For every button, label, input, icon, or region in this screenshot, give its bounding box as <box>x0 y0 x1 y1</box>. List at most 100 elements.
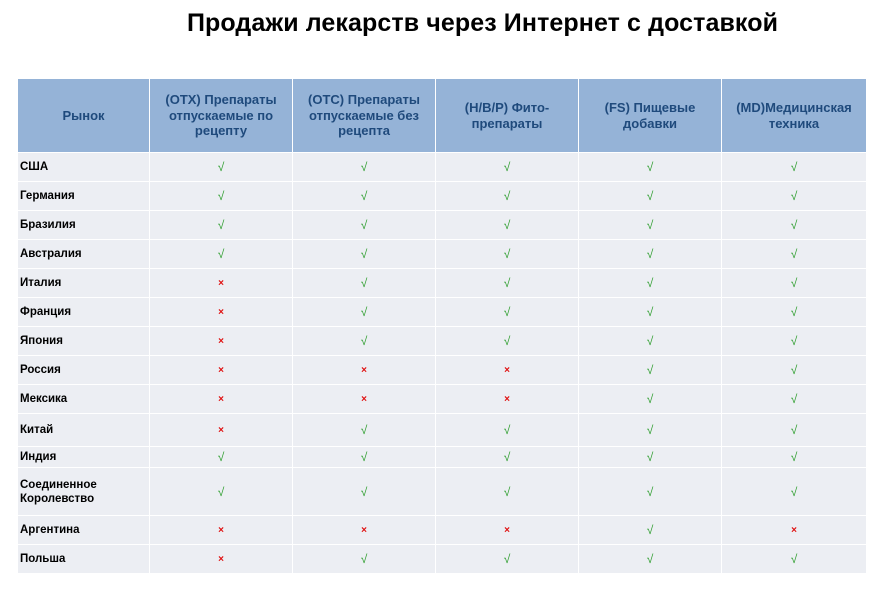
table-row: Италия × √ √ √ √ <box>18 268 866 297</box>
mark-cell: √ <box>150 152 293 181</box>
mark-cell: × <box>293 384 436 413</box>
table-row: Бразилия √ √ √ √ √ <box>18 210 866 239</box>
check-icon: √ <box>360 484 368 499</box>
check-icon: √ <box>360 189 368 203</box>
table-row: Китай × √ √ √ √ <box>18 413 866 446</box>
column-header-market: Рынок <box>18 79 150 152</box>
check-icon: √ <box>790 160 798 174</box>
check-icon: √ <box>646 247 654 261</box>
check-icon: √ <box>217 160 225 174</box>
cross-icon: × <box>361 525 367 536</box>
mark-cell: √ <box>579 413 722 446</box>
mark-cell: √ <box>293 297 436 326</box>
table-header-row: Рынок (OTX) Препараты отпускаемые по рец… <box>18 79 866 152</box>
mark-cell: √ <box>579 268 722 297</box>
table-row: Франция × √ √ √ √ <box>18 297 866 326</box>
mark-cell: √ <box>150 446 293 467</box>
check-icon: √ <box>790 423 798 437</box>
mark-cell: √ <box>579 210 722 239</box>
mark-cell: √ <box>150 239 293 268</box>
mark-cell: √ <box>150 210 293 239</box>
check-icon: √ <box>360 247 368 261</box>
mark-cell: √ <box>436 413 579 446</box>
mark-cell: √ <box>579 355 722 384</box>
mark-cell: √ <box>722 413 866 446</box>
check-icon: √ <box>217 484 225 499</box>
check-icon: √ <box>646 523 654 537</box>
cross-icon: × <box>504 365 510 376</box>
cross-icon: × <box>218 554 224 565</box>
cross-icon: × <box>504 394 510 405</box>
column-header-otx: (OTX) Препараты отпускаемые по рецепту <box>150 79 293 152</box>
page-title: Продажи лекарств через Интернет с достав… <box>186 9 779 37</box>
table-row: Германия √ √ √ √ √ <box>18 181 866 210</box>
table-row: Австралия √ √ √ √ √ <box>18 239 866 268</box>
cross-icon: × <box>218 336 224 347</box>
mark-cell: √ <box>722 181 866 210</box>
check-icon: √ <box>790 484 798 499</box>
mark-cell: √ <box>722 544 866 573</box>
mark-cell: √ <box>436 467 579 515</box>
country-cell: Аргентина <box>18 515 150 544</box>
mark-cell: √ <box>436 152 579 181</box>
mark-cell: √ <box>436 210 579 239</box>
table-row: США √ √ √ √ √ <box>18 152 866 181</box>
cross-icon: × <box>361 365 367 376</box>
country-cell: США <box>18 152 150 181</box>
table-row: Мексика × × × √ √ <box>18 384 866 413</box>
table-row: Польша × √ √ √ √ <box>18 544 866 573</box>
check-icon: √ <box>646 276 654 290</box>
check-icon: √ <box>646 450 654 464</box>
check-icon: √ <box>360 276 368 290</box>
mark-cell: √ <box>579 152 722 181</box>
column-header-md: (MD)Медицинская техника <box>722 79 866 152</box>
check-icon: √ <box>790 218 798 232</box>
mark-cell: √ <box>722 326 866 355</box>
mark-cell: √ <box>436 326 579 355</box>
check-icon: √ <box>360 305 368 319</box>
cross-icon: × <box>218 365 224 376</box>
check-icon: √ <box>503 305 511 319</box>
check-icon: √ <box>360 450 368 464</box>
mark-cell: √ <box>436 268 579 297</box>
mark-cell: √ <box>579 515 722 544</box>
check-icon: √ <box>646 392 654 406</box>
cross-icon: × <box>361 394 367 405</box>
availability-table: Рынок (OTX) Препараты отпускаемые по рец… <box>18 79 866 573</box>
check-icon: √ <box>646 484 654 499</box>
mark-cell: √ <box>293 152 436 181</box>
cross-icon: × <box>218 394 224 405</box>
check-icon: √ <box>790 552 798 566</box>
mark-cell: √ <box>293 326 436 355</box>
mark-cell: √ <box>579 181 722 210</box>
mark-cell: √ <box>436 239 579 268</box>
mark-cell: √ <box>293 467 436 515</box>
mark-cell: √ <box>436 181 579 210</box>
mark-cell: √ <box>150 181 293 210</box>
check-icon: √ <box>503 276 511 290</box>
mark-cell: × <box>150 544 293 573</box>
cross-icon: × <box>218 307 224 318</box>
check-icon: √ <box>360 552 368 566</box>
cross-icon: × <box>218 525 224 536</box>
check-icon: √ <box>217 450 225 464</box>
mark-cell: √ <box>579 446 722 467</box>
mark-cell: √ <box>722 384 866 413</box>
check-icon: √ <box>646 189 654 203</box>
cross-icon: × <box>504 525 510 536</box>
mark-cell: × <box>150 355 293 384</box>
country-cell: Россия <box>18 355 150 384</box>
check-icon: √ <box>790 363 798 377</box>
check-icon: √ <box>646 305 654 319</box>
country-cell: Япония <box>18 326 150 355</box>
mark-cell: × <box>150 326 293 355</box>
mark-cell: √ <box>293 544 436 573</box>
table-row: Соединенное Королевство √ √ √ √ √ <box>18 467 866 515</box>
country-cell: Индия <box>18 446 150 467</box>
country-cell: Германия <box>18 181 150 210</box>
mark-cell: √ <box>150 467 293 515</box>
mark-cell: × <box>436 515 579 544</box>
mark-cell: √ <box>579 326 722 355</box>
mark-cell: √ <box>722 355 866 384</box>
check-icon: √ <box>646 363 654 377</box>
